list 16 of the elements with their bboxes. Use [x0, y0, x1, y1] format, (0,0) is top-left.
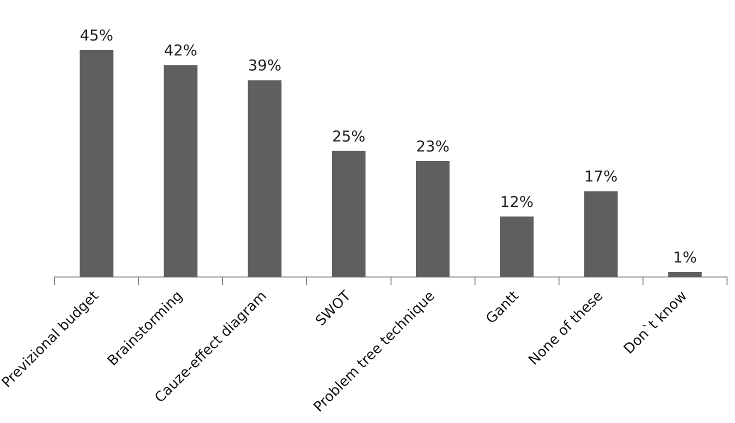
bar — [164, 65, 198, 278]
bar — [584, 191, 618, 278]
data-label: 23% — [416, 137, 450, 156]
bar — [80, 50, 114, 278]
bar — [248, 80, 282, 278]
data-label: 17% — [584, 168, 618, 186]
data-label: 45% — [80, 26, 114, 44]
data-label: 42% — [164, 42, 198, 60]
data-label: 1% — [673, 248, 697, 266]
bar — [416, 161, 450, 278]
data-label: 12% — [500, 192, 534, 211]
data-label: 39% — [248, 56, 282, 75]
data-label: 25% — [332, 127, 366, 146]
bar — [668, 272, 702, 278]
bar — [500, 216, 534, 278]
bar — [332, 150, 366, 278]
